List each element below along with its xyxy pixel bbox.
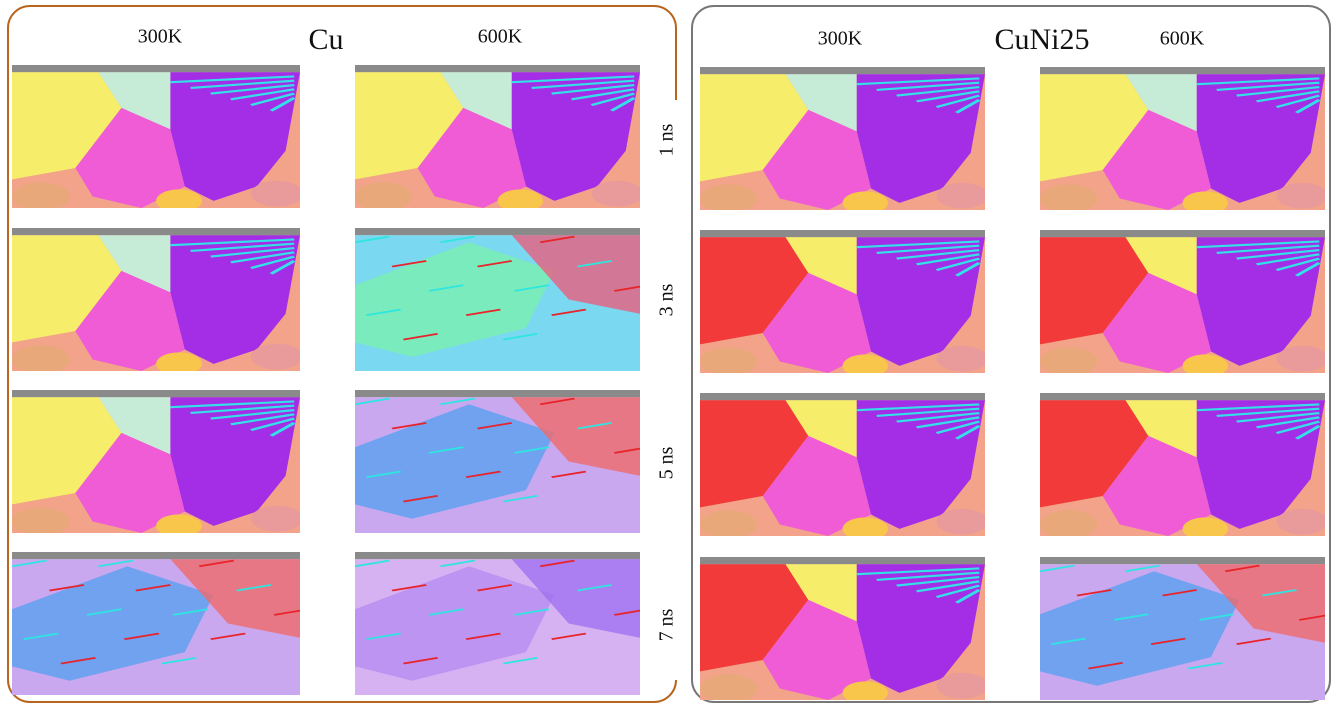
shape xyxy=(937,673,988,699)
shape xyxy=(1040,510,1097,539)
shape xyxy=(1183,354,1229,377)
shape xyxy=(251,344,303,370)
shape xyxy=(1183,191,1229,214)
column-label: 300K xyxy=(138,26,183,48)
surface xyxy=(700,393,985,400)
surface xyxy=(1040,230,1325,237)
grain-map xyxy=(700,67,988,214)
row-label: 7 ns xyxy=(656,608,678,641)
surface xyxy=(1040,67,1325,74)
surface xyxy=(355,65,640,72)
grain-map xyxy=(700,557,988,704)
surface xyxy=(700,557,985,564)
grain-map xyxy=(12,390,303,537)
shape xyxy=(937,183,988,209)
shape xyxy=(12,507,70,536)
surface xyxy=(12,65,300,72)
grain-map xyxy=(700,393,988,540)
figure: 300K Cu 600K 300K CuNi25 600K 1 ns 3 ns … xyxy=(0,0,1335,706)
shape xyxy=(12,182,70,211)
column-label: 300K xyxy=(818,28,863,50)
grain-map xyxy=(355,228,649,371)
shape xyxy=(251,181,303,207)
surface xyxy=(1040,393,1325,400)
shape xyxy=(700,674,757,703)
shape xyxy=(355,182,412,211)
row-label: 3 ns xyxy=(656,283,678,316)
grain-map xyxy=(1040,393,1328,540)
grain-map xyxy=(355,390,649,533)
grain-map xyxy=(1040,230,1328,377)
grain-map xyxy=(355,65,643,212)
surface xyxy=(12,552,300,559)
label-bg xyxy=(655,100,681,680)
shape xyxy=(700,347,757,376)
shape xyxy=(700,510,757,539)
surface xyxy=(700,230,985,237)
shape xyxy=(251,506,303,532)
shape xyxy=(937,346,988,372)
panel-title: Cu xyxy=(308,23,343,56)
shape xyxy=(843,354,889,377)
shape xyxy=(156,189,202,212)
shape xyxy=(156,352,202,375)
surface xyxy=(355,228,640,235)
shape xyxy=(592,181,643,207)
surface xyxy=(1040,557,1325,564)
shape xyxy=(1277,346,1328,372)
shape xyxy=(700,184,757,213)
grain-map xyxy=(12,228,303,375)
shape xyxy=(843,191,889,214)
shape xyxy=(1277,509,1328,535)
column-label: 600K xyxy=(478,26,523,48)
surface xyxy=(12,390,300,397)
column-label: 600K xyxy=(1160,28,1205,50)
shape xyxy=(12,345,70,374)
grain-map xyxy=(355,552,649,695)
grain-map xyxy=(12,65,303,212)
grain-map xyxy=(12,552,309,695)
surface xyxy=(355,390,640,397)
grain-map xyxy=(700,230,988,377)
shape xyxy=(843,681,889,704)
surface xyxy=(355,552,640,559)
shape xyxy=(498,189,544,212)
shape xyxy=(843,517,889,540)
grain-map xyxy=(1040,557,1334,700)
shape xyxy=(1040,184,1097,213)
row-label: 1 ns xyxy=(656,123,678,156)
shape xyxy=(1183,517,1229,540)
grain-map xyxy=(1040,67,1328,214)
row-label: 5 ns xyxy=(656,446,678,479)
panel-title: CuNi25 xyxy=(994,23,1089,56)
shape xyxy=(1277,183,1328,209)
surface xyxy=(12,228,300,235)
surface xyxy=(700,67,985,74)
shape xyxy=(156,514,202,537)
shape xyxy=(1040,347,1097,376)
shape xyxy=(937,509,988,535)
